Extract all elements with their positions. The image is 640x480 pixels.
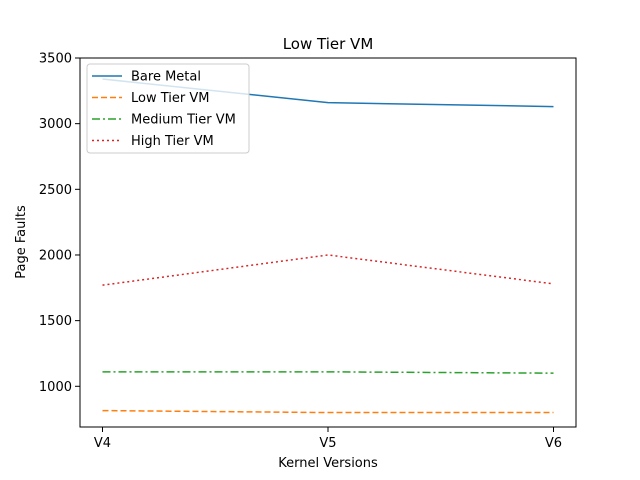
series-line-low-tier-vm bbox=[102, 409, 554, 414]
legend-label-low-tier-vm: Low Tier VM bbox=[131, 91, 209, 106]
y-tick-label: 2500 bbox=[39, 183, 72, 198]
series-line-medium-tier-vm bbox=[102, 371, 554, 374]
y-tick-label: 3000 bbox=[39, 117, 72, 132]
y-tick-label: 1500 bbox=[39, 314, 72, 329]
x-axis-label: Kernel Versions bbox=[278, 456, 378, 471]
legend: Bare Metal Low Tier VM Medium Tier VM High … bbox=[86, 63, 250, 154]
x-tick-label: V6 bbox=[545, 436, 562, 451]
y-tick-label: 1000 bbox=[39, 380, 72, 395]
x-tick-label: V5 bbox=[319, 436, 336, 451]
legend-label-bare-metal: Bare Metal bbox=[131, 70, 201, 85]
x-axis: V4 V5 V6 bbox=[94, 427, 562, 451]
y-axis-label: Page Faults bbox=[14, 205, 29, 279]
y-tick-label: 3500 bbox=[39, 52, 72, 67]
y-tick-label: 2000 bbox=[39, 248, 72, 263]
x-tick-label: V4 bbox=[94, 436, 111, 451]
y-axis: 1000 1500 2000 2500 3000 3500 bbox=[39, 52, 80, 395]
series-line-high-tier-vm bbox=[102, 254, 554, 286]
legend-box bbox=[86, 63, 250, 154]
legend-label-high-tier-vm: High Tier VM bbox=[131, 134, 214, 149]
chart-title: Low Tier VM bbox=[283, 35, 374, 53]
legend-label-medium-tier-vm: Medium Tier VM bbox=[131, 113, 236, 128]
